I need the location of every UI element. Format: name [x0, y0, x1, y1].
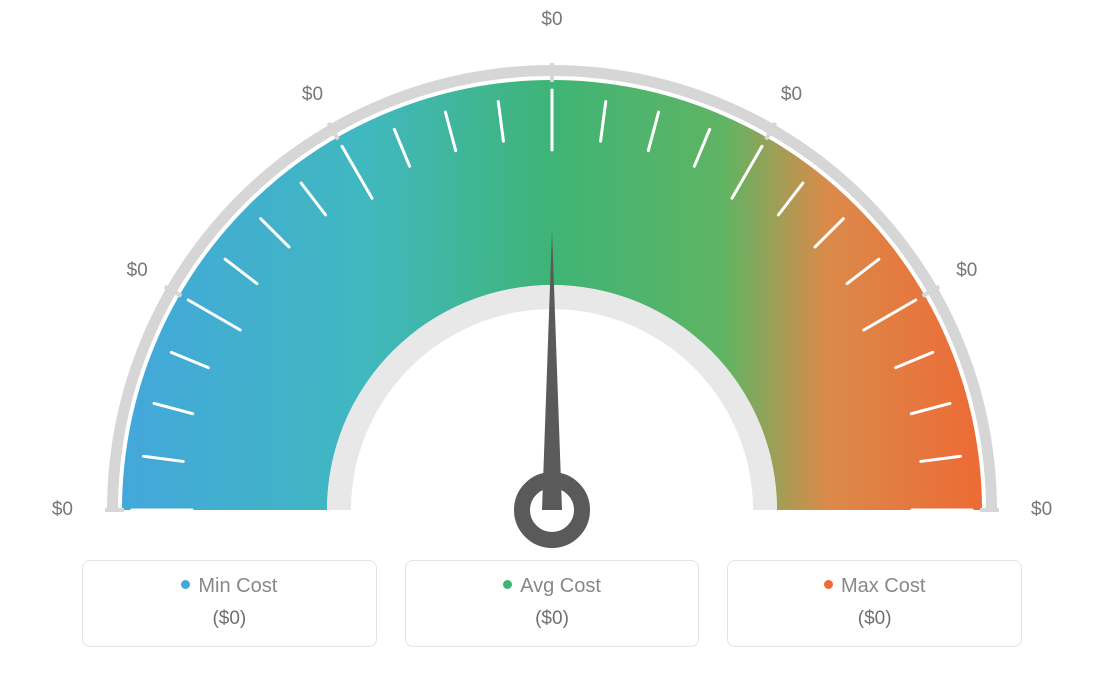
gauge-area: $0 $0 $0 $0 $0 $0 $0 — [27, 10, 1077, 550]
legend-value-avg: ($0) — [416, 608, 689, 630]
legend-label-max: Max Cost — [841, 575, 925, 597]
gauge-tick-label: $0 — [541, 9, 562, 31]
legend-title-min: Min Cost — [93, 575, 366, 598]
legend-label-min: Min Cost — [198, 575, 277, 597]
gauge-tick-label: $0 — [1031, 499, 1052, 521]
legend-row: Min Cost ($0) Avg Cost ($0) Max Cost ($0… — [52, 560, 1052, 647]
legend-dot-max — [824, 580, 833, 589]
legend-label-avg: Avg Cost — [520, 575, 601, 597]
legend-dot-min — [181, 580, 190, 589]
gauge-tick-label: $0 — [127, 260, 148, 282]
gauge-tick-label: $0 — [52, 499, 73, 521]
legend-title-avg: Avg Cost — [416, 575, 689, 598]
gauge-chart-container: $0 $0 $0 $0 $0 $0 $0 Min Cost ($0) Avg Cost ($… — [0, 0, 1104, 690]
legend-dot-avg — [503, 580, 512, 589]
gauge-tick-label: $0 — [302, 84, 323, 106]
legend-value-max: ($0) — [738, 608, 1011, 630]
legend-value-min: ($0) — [93, 608, 366, 630]
legend-card-avg: Avg Cost ($0) — [405, 560, 700, 647]
legend-card-max: Max Cost ($0) — [727, 560, 1022, 647]
gauge-tick-label: $0 — [956, 260, 977, 282]
gauge-svg — [27, 10, 1077, 550]
legend-title-max: Max Cost — [738, 575, 1011, 598]
gauge-tick-label: $0 — [781, 84, 802, 106]
legend-card-min: Min Cost ($0) — [82, 560, 377, 647]
